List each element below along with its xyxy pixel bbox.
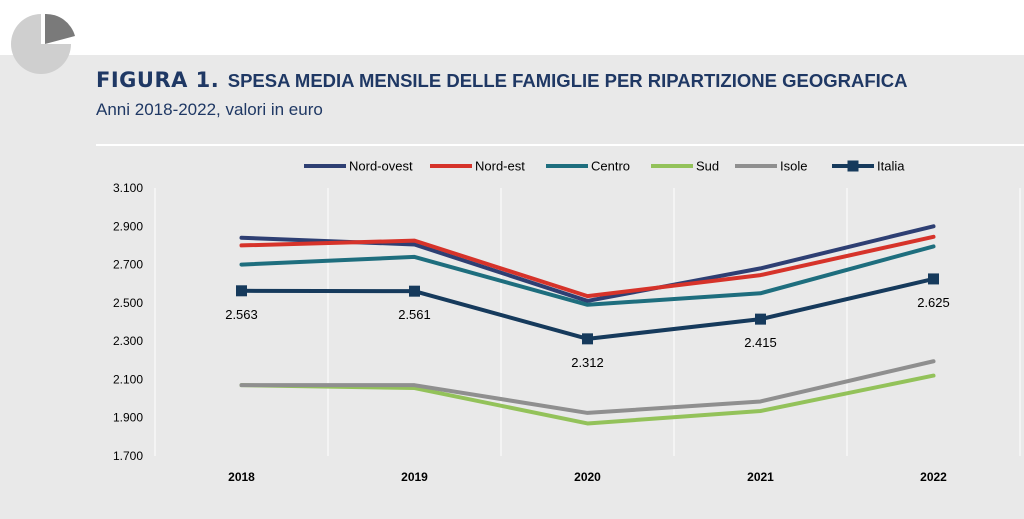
title-text: SPESA MEDIA MENSILE DELLE FAMIGLIE PER R… (227, 70, 908, 91)
data-point-marker (236, 285, 247, 297)
series-line-isole (239, 359, 936, 415)
series-line-italia (239, 276, 936, 341)
data-label: 2.415 (744, 335, 777, 350)
x-tick-label: 2021 (747, 470, 774, 484)
y-tick-label: 2.700 (113, 258, 143, 272)
series-line-centro (239, 244, 936, 307)
legend-label: Sud (696, 159, 719, 174)
data-point-marker (582, 333, 593, 345)
pie-chart-icon (11, 13, 75, 74)
x-tick-label: 2018 (228, 470, 255, 484)
legend-label: Centro (591, 159, 630, 174)
series-line-nord-est (239, 234, 936, 299)
data-point-marker (409, 285, 420, 297)
data-label: 2.312 (571, 355, 604, 370)
x-tick-label: 2020 (574, 470, 601, 484)
figure-label: FIGURA 1. (96, 68, 220, 92)
data-point-marker (928, 273, 939, 285)
data-label: 2.561 (398, 307, 431, 322)
y-tick-label: 2.100 (113, 372, 143, 386)
legend-marker (847, 160, 859, 172)
data-point-marker (755, 313, 766, 325)
legend-label: Nord-est (475, 159, 525, 174)
y-tick-label: 2.900 (113, 219, 143, 233)
chart-panel (0, 55, 1024, 519)
y-tick-label: 2.500 (113, 296, 143, 310)
legend-label: Italia (877, 159, 905, 174)
legend-label: Isole (780, 159, 807, 174)
legend-label: Nord-ovest (349, 159, 413, 174)
data-label: 2.625 (917, 295, 950, 310)
y-tick-label: 2.300 (113, 334, 143, 348)
chart-title: FIGURA 1. SPESA MEDIA MENSILE DELLE FAMI… (96, 68, 907, 92)
chart-subtitle: Anni 2018-2022, valori in euro (96, 100, 323, 119)
data-label: 2.563 (225, 307, 258, 322)
y-tick-label: 1.900 (113, 411, 143, 425)
x-tick-label: 2022 (920, 470, 947, 484)
x-tick-label: 2019 (401, 470, 428, 484)
y-tick-label: 1.700 (113, 449, 143, 463)
title-divider (96, 144, 1024, 146)
y-tick-label: 3.100 (113, 181, 143, 195)
series-line-sud (239, 373, 936, 426)
